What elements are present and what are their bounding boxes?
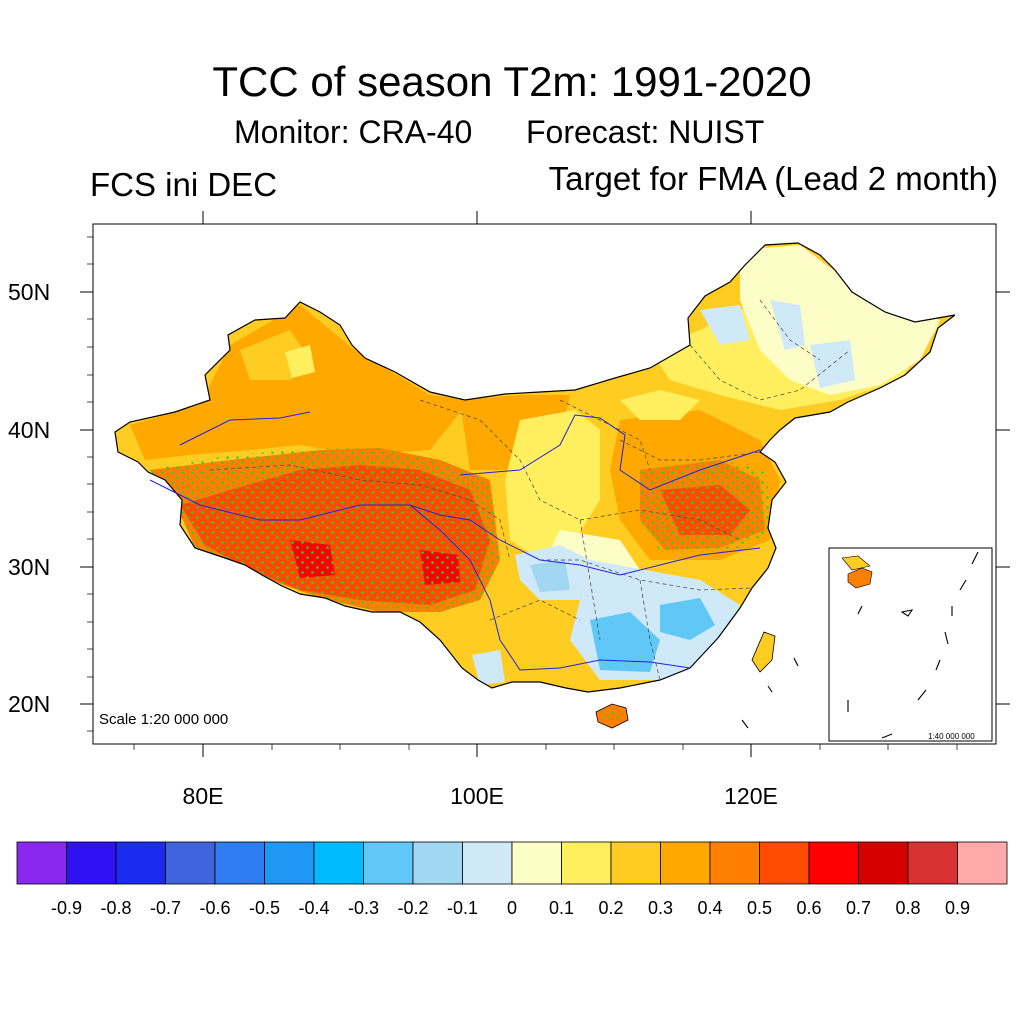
hainan-stipple: [602, 708, 622, 722]
colorbar-label: -0.9: [51, 898, 82, 918]
colorbar-box: [363, 841, 414, 885]
rivers: [149, 411, 761, 671]
map-scale-label: Scale 1:20 000 000: [99, 711, 228, 728]
colorbar-box: [16, 841, 67, 885]
colorbar-box: [462, 841, 513, 885]
colorbar-box: [214, 841, 265, 885]
subtitle-forecast: Forecast: NUIST: [526, 114, 765, 150]
colorbar: [16, 841, 1008, 885]
colorbar-box: [412, 841, 463, 885]
lon-ticks: [202, 211, 752, 757]
lat-minor-ticks: [87, 236, 93, 732]
colorbar-label: -0.7: [150, 898, 181, 918]
lat-label-40n: 40N: [8, 417, 50, 443]
inset-scale-label: 1:40 000 000: [928, 732, 975, 741]
colorbar-label: -0.6: [199, 898, 230, 918]
colorbar-labels: -0.9 -0.8 -0.7 -0.6 -0.5 -0.4 -0.3 -0.2 -0.1 0 0.1…: [51, 898, 970, 918]
lat-ticks: [80, 291, 1010, 705]
colorbar-box: [759, 841, 810, 885]
country-border: [114, 242, 956, 693]
colorbar-label: -0.4: [298, 898, 329, 918]
taiwan-island: [751, 631, 776, 673]
lon-minor-ticks: [133, 744, 958, 750]
lon-label-100e: 100E: [450, 783, 504, 809]
colorbar-label: 0.2: [598, 898, 623, 918]
lat-label-30n: 30N: [8, 554, 50, 580]
colorbar-label: 0.6: [796, 898, 821, 918]
colorbar-label: -0.2: [397, 898, 428, 918]
colorbar-box: [709, 841, 760, 885]
lon-label-80e: 80E: [183, 783, 224, 809]
colorbar-box: [66, 841, 117, 885]
colorbar-label: -0.3: [348, 898, 379, 918]
colorbar-label: 0.8: [895, 898, 920, 918]
colorbar-label: 0.1: [549, 898, 574, 918]
colorbar-box: [313, 841, 364, 885]
subtitle-monitor: Monitor: CRA-40: [234, 114, 473, 150]
colorbar-label: 0.5: [747, 898, 772, 918]
colorbar-box: [115, 841, 166, 885]
colorbar-label: 0.4: [697, 898, 722, 918]
colorbar-box: [264, 841, 315, 885]
colorbar-box: [165, 841, 216, 885]
colorbar-label: 0: [507, 898, 517, 918]
colorbar-box: [957, 841, 1008, 885]
target-label: Target for FMA (Lead 2 month): [548, 160, 998, 197]
inset-map: 1:40 000 000: [741, 547, 993, 742]
colorbar-label: -0.5: [249, 898, 280, 918]
colorbar-label: 0.3: [648, 898, 673, 918]
initialization-label: FCS ini DEC: [90, 166, 278, 203]
significance-stippling: [150, 448, 775, 612]
colorbar-box: [660, 841, 711, 885]
colorbar-box: [511, 841, 562, 885]
province-boundaries: [209, 299, 851, 681]
lat-label-20n: 20N: [8, 691, 50, 717]
colorbar-label: -0.8: [100, 898, 131, 918]
colorbar-box: [561, 841, 612, 885]
colorbar-label: 0.7: [846, 898, 871, 918]
colorbar-box: [907, 841, 958, 885]
colorbar-label: 0.9: [945, 898, 970, 918]
colorbar-box: [610, 841, 661, 885]
lat-label-50n: 50N: [8, 279, 50, 305]
colorbar-box: [858, 841, 909, 885]
colorbar-label: -0.1: [447, 898, 478, 918]
lon-label-120e: 120E: [724, 783, 778, 809]
chart-title: TCC of season T2m: 1991-2020: [212, 58, 812, 105]
colorbar-box: [808, 841, 859, 885]
